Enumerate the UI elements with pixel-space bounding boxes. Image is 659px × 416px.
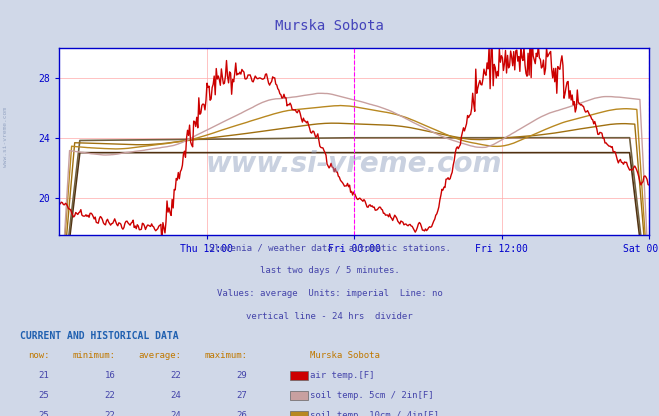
Text: www.si-vreme.com: www.si-vreme.com bbox=[206, 150, 502, 178]
Text: 27: 27 bbox=[237, 391, 247, 400]
Text: air temp.[F]: air temp.[F] bbox=[310, 371, 374, 380]
Text: now:: now: bbox=[28, 351, 49, 360]
Text: 25: 25 bbox=[39, 391, 49, 400]
Text: 22: 22 bbox=[105, 391, 115, 400]
Text: 22: 22 bbox=[171, 371, 181, 380]
Text: Murska Sobota: Murska Sobota bbox=[310, 351, 380, 360]
Text: 21: 21 bbox=[39, 371, 49, 380]
Text: www.si-vreme.com: www.si-vreme.com bbox=[3, 107, 8, 167]
Text: Slovenia / weather data - automatic stations.: Slovenia / weather data - automatic stat… bbox=[208, 243, 451, 253]
Text: vertical line - 24 hrs  divider: vertical line - 24 hrs divider bbox=[246, 312, 413, 321]
Text: 16: 16 bbox=[105, 371, 115, 380]
Text: soil temp. 5cm / 2in[F]: soil temp. 5cm / 2in[F] bbox=[310, 391, 434, 400]
Text: 25: 25 bbox=[39, 411, 49, 416]
Text: 22: 22 bbox=[105, 411, 115, 416]
Text: 24: 24 bbox=[171, 411, 181, 416]
Text: last two days / 5 minutes.: last two days / 5 minutes. bbox=[260, 266, 399, 275]
Text: minimum:: minimum: bbox=[72, 351, 115, 360]
Text: 29: 29 bbox=[237, 371, 247, 380]
Text: Values: average  Units: imperial  Line: no: Values: average Units: imperial Line: no bbox=[217, 289, 442, 298]
Text: Murska Sobota: Murska Sobota bbox=[275, 19, 384, 33]
Text: 24: 24 bbox=[171, 391, 181, 400]
Text: 26: 26 bbox=[237, 411, 247, 416]
Text: maximum:: maximum: bbox=[204, 351, 247, 360]
Text: CURRENT AND HISTORICAL DATA: CURRENT AND HISTORICAL DATA bbox=[20, 331, 179, 341]
Text: soil temp. 10cm / 4in[F]: soil temp. 10cm / 4in[F] bbox=[310, 411, 439, 416]
Text: average:: average: bbox=[138, 351, 181, 360]
